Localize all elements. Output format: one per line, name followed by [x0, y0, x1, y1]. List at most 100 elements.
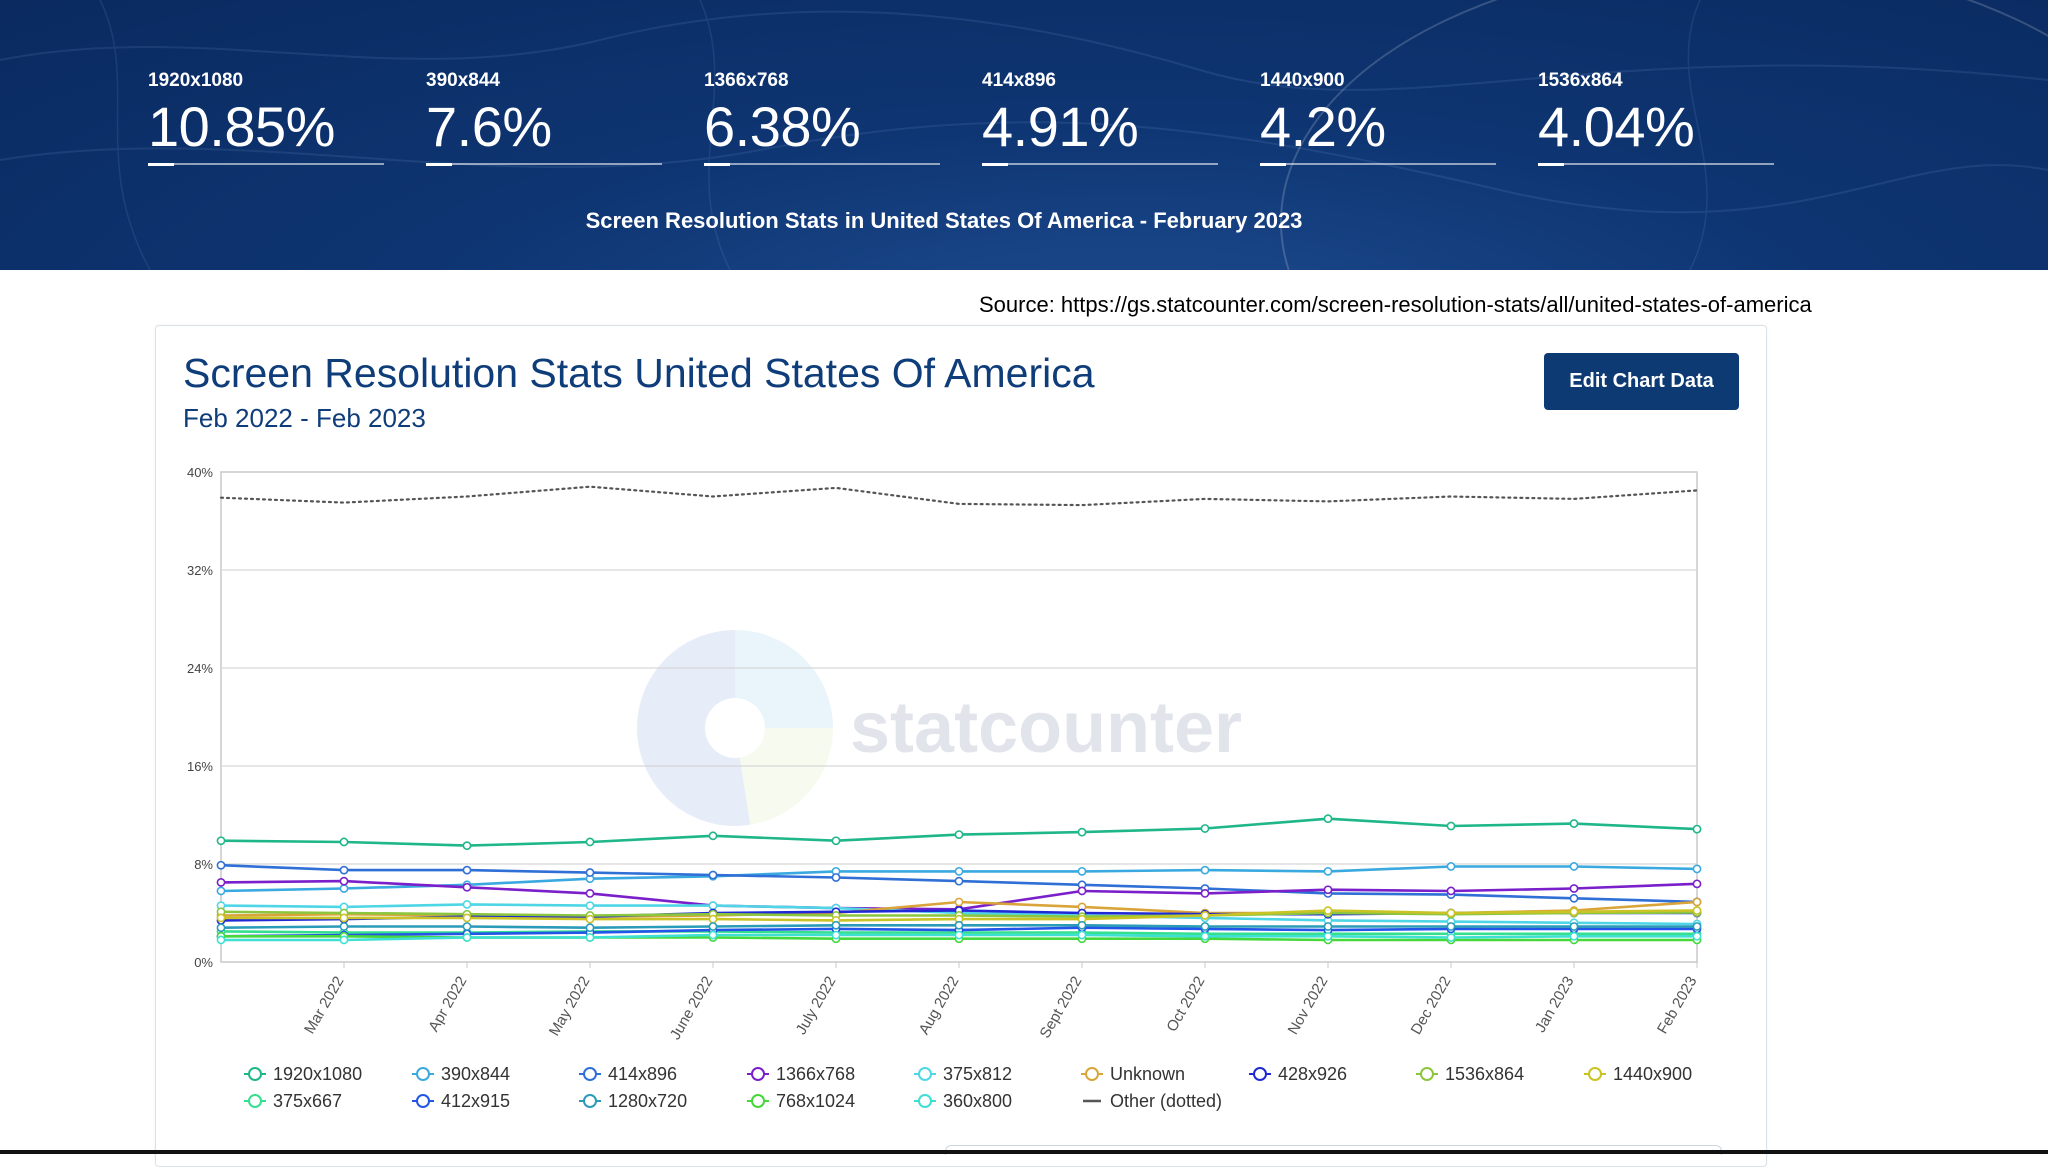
stat-rule [704, 162, 940, 166]
data-point [1200, 911, 1210, 920]
data-point [954, 876, 964, 886]
x-tick-label: Mar 2022 [301, 974, 347, 1037]
data-point [1692, 824, 1702, 834]
legend-item[interactable]: 768x1024 [747, 1091, 855, 1111]
legend-item[interactable]: 360x800 [914, 1091, 1012, 1111]
legend-item[interactable]: Unknown [1081, 1064, 1185, 1084]
data-point [1692, 864, 1702, 874]
data-point [1323, 866, 1333, 876]
legend-item[interactable]: 390x844 [412, 1064, 510, 1084]
data-point [1323, 931, 1333, 941]
x-tick-label: Dec 2022 [1408, 974, 1455, 1038]
y-tick-label: 40% [187, 465, 213, 480]
stat-value: 4.91% [982, 95, 1139, 158]
legend-label: Unknown [1110, 1064, 1185, 1084]
data-point [1569, 819, 1579, 828]
legend-label: 390x844 [441, 1064, 510, 1084]
data-point [1077, 827, 1087, 837]
data-point [1446, 922, 1456, 931]
data-point [1569, 931, 1579, 941]
data-point [585, 837, 595, 847]
legend-label: 375x812 [943, 1064, 1012, 1084]
legend-item[interactable]: 1536x864 [1416, 1064, 1524, 1084]
legend-label: 768x1024 [776, 1091, 855, 1111]
data-point [1692, 931, 1702, 941]
data-point [1569, 862, 1579, 871]
legend-item[interactable]: 375x812 [914, 1064, 1012, 1084]
legend-label: 1536x864 [1445, 1064, 1524, 1084]
data-point [462, 900, 472, 909]
data-point [1692, 897, 1702, 907]
data-point [1323, 922, 1333, 931]
legend-marker-icon [248, 1094, 262, 1108]
stat-label: 1920x1080 [148, 70, 244, 91]
data-point [216, 836, 226, 846]
data-point [831, 930, 841, 940]
data-point [1569, 922, 1579, 931]
stat-rule [1260, 162, 1496, 166]
data-point [708, 870, 718, 880]
data-point [1323, 885, 1333, 895]
legend-marker-icon [583, 1067, 597, 1081]
data-point [585, 933, 595, 942]
legend-marker-icon [751, 1094, 765, 1108]
y-tick-label: 0% [194, 955, 213, 970]
stat-rule [148, 162, 384, 166]
stat-value: 10.85% [148, 95, 335, 158]
legend-item[interactable]: 1920x1080 [244, 1064, 362, 1084]
legend-label: 428x926 [1278, 1064, 1347, 1084]
legend-label: 1920x1080 [273, 1064, 362, 1084]
stat-label: 414x896 [982, 70, 1056, 91]
stat-2: 390x844 7.6% [426, 70, 666, 166]
legend-item[interactable]: 428x926 [1249, 1064, 1347, 1084]
data-point [1446, 908, 1456, 918]
edit-chart-data-button[interactable]: Edit Chart Data [1544, 353, 1739, 410]
stat-label: 1440x900 [1260, 70, 1345, 91]
stat-1: 1920x1080 10.85% [148, 70, 388, 166]
stat-value: 6.38% [704, 95, 861, 158]
legend-item[interactable]: 1366x768 [747, 1064, 855, 1084]
legend-item[interactable]: 414x896 [579, 1064, 677, 1084]
legend-label: 360x800 [943, 1091, 1012, 1111]
legend-marker-icon [1420, 1067, 1434, 1081]
data-point [216, 877, 226, 887]
hero-banner [0, 0, 2048, 270]
data-point [708, 922, 718, 931]
stat-rule [1538, 162, 1774, 166]
x-tick-label: Jan 2023 [1532, 974, 1578, 1036]
stat-value: 4.04% [1538, 95, 1695, 158]
data-point [1569, 907, 1579, 917]
data-point [1200, 889, 1210, 898]
stat-rule [982, 162, 1218, 166]
data-point [216, 935, 226, 945]
data-point [954, 830, 964, 839]
data-point [1692, 906, 1702, 915]
hero-title: Screen Resolution Stats in United States… [585, 208, 1303, 233]
stat-4: 414x896 4.91% [982, 70, 1222, 166]
x-tick-label: Oct 2022 [1163, 974, 1208, 1035]
data-point [831, 920, 841, 930]
stat-3: 1366x768 6.38% [704, 70, 944, 166]
x-tick-label: Aug 2022 [916, 974, 963, 1038]
data-point [216, 913, 226, 923]
legend-item[interactable]: 1280x720 [579, 1091, 687, 1111]
data-point [1692, 879, 1702, 889]
legend-marker-icon [918, 1067, 932, 1081]
legend-item[interactable]: 412x915 [412, 1091, 510, 1111]
y-tick-label: 32% [187, 563, 213, 578]
data-point [1077, 920, 1087, 930]
data-point [1200, 922, 1210, 931]
x-tick-label: Nov 2022 [1285, 974, 1332, 1038]
data-point [462, 841, 472, 851]
series-line-other [219, 485, 1699, 507]
legend-item[interactable]: 375x667 [244, 1091, 342, 1111]
legend-item[interactable]: 1440x900 [1584, 1064, 1692, 1084]
data-point [1323, 814, 1333, 824]
legend-item[interactable]: Other (dotted) [1083, 1091, 1222, 1111]
stat-6: 1536x864 4.04% [1538, 70, 1778, 166]
data-point [954, 866, 964, 876]
legend-marker-icon [1085, 1067, 1099, 1081]
x-tick-label: June 2022 [667, 974, 717, 1043]
data-point [585, 889, 595, 898]
